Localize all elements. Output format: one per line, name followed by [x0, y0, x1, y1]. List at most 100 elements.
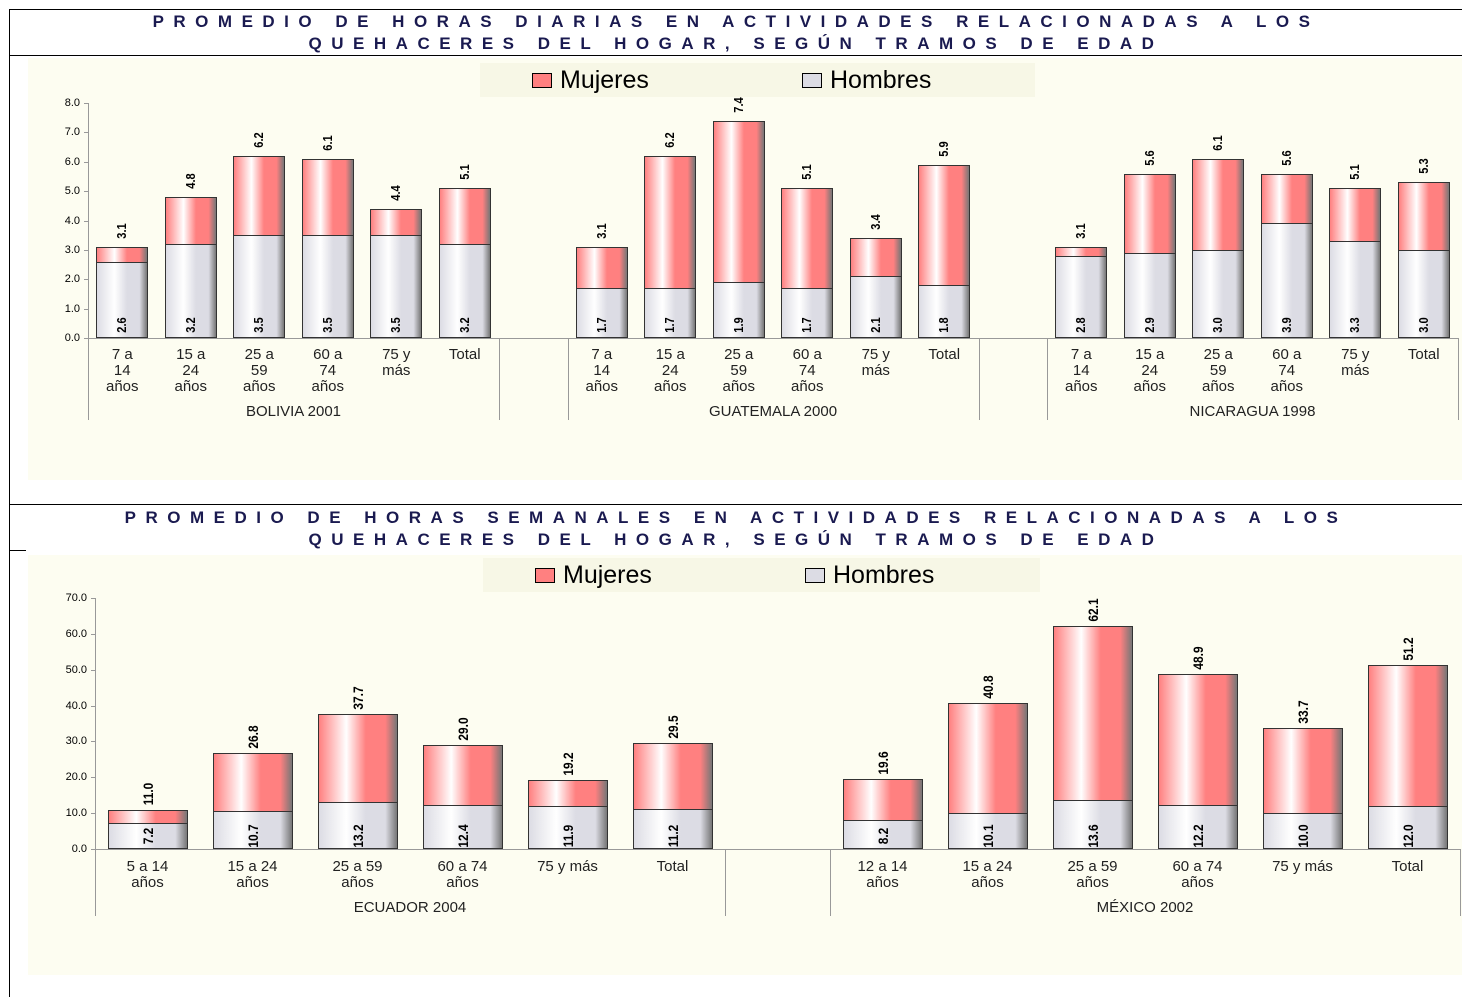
tick-mark	[84, 279, 88, 281]
x-tick-label: 25 a 59 años	[722, 346, 756, 395]
x-tick-label: 60 a 74 años	[437, 858, 488, 891]
tick-mark	[84, 338, 88, 339]
value-label: 40.8	[979, 675, 996, 699]
chart-title: PROMEDIO DE HORAS SEMANALES EN ACTIVIDAD…	[124, 508, 1348, 549]
x-tick-label: 7 a 14 años	[105, 346, 139, 395]
y-tick-label: 0.0	[64, 332, 80, 344]
y-tick-label: 2.0	[64, 273, 80, 286]
value-label: 12.2	[1189, 824, 1206, 848]
x-tick-label: 60 a 74 años	[311, 346, 345, 395]
group-label: NICARAGUA 1998	[1189, 403, 1316, 420]
bar	[1367, 805, 1448, 849]
bar	[1192, 249, 1245, 338]
bar	[575, 288, 628, 338]
tick-mark	[91, 777, 95, 779]
value-label: 33.7	[1294, 700, 1311, 724]
group-separator	[95, 849, 96, 916]
x-tick-label: 75 y más	[861, 346, 890, 379]
x-tick-label: 60 a 74 años	[1172, 858, 1223, 891]
y-tick-label: 4.0	[64, 214, 80, 227]
value-label: 5.1	[456, 164, 472, 180]
value-label: 48.9	[1189, 646, 1206, 670]
value-label: 11.0	[139, 782, 156, 805]
x-tick-label: 12 a 14 años	[857, 858, 908, 891]
x-tick-label: 25 a 59 años	[242, 346, 276, 395]
x-tick-label: 25 a 59 años	[1201, 346, 1235, 395]
y-tick-label: 50.0	[65, 663, 87, 676]
value-label: 4.8	[182, 173, 198, 189]
group-label: MÉXICO 2002	[1096, 899, 1194, 916]
value-label: 6.1	[319, 135, 335, 151]
y-tick-label: 7.0	[64, 126, 80, 139]
tick-mark	[91, 741, 95, 743]
group-separator	[499, 338, 500, 420]
value-label: 5.9	[936, 141, 952, 157]
bar	[918, 285, 971, 338]
bar	[212, 810, 293, 849]
bar	[233, 235, 286, 338]
bar	[842, 819, 923, 849]
legend-label: Mujeres	[560, 66, 649, 94]
bar	[1260, 223, 1313, 338]
x-tick-label: 75 y más	[382, 346, 411, 379]
y-tick-label: 70.0	[65, 592, 87, 604]
value-label: 19.2	[559, 752, 576, 776]
group-separator	[1458, 338, 1459, 420]
tick-mark	[84, 191, 88, 193]
y-tick-label: 40.0	[65, 699, 87, 712]
value-label: 3.1	[593, 223, 609, 239]
value-label: 26.8	[244, 725, 261, 749]
x-axis	[95, 849, 1460, 850]
value-label: 1.9	[730, 317, 746, 333]
tick-mark	[91, 669, 95, 671]
bar	[781, 288, 834, 338]
tick-mark	[84, 161, 88, 163]
x-tick-label: 15 a 24 años	[174, 346, 208, 395]
bar	[1262, 813, 1343, 849]
value-label: 7.4	[730, 96, 746, 113]
border-line	[10, 550, 26, 551]
tick-mark	[91, 633, 95, 635]
tick-mark	[84, 249, 88, 251]
value-label: 3.5	[319, 317, 335, 333]
value-label: 13.6	[1084, 824, 1101, 848]
x-tick-label: Total	[1391, 858, 1424, 875]
y-tick-label: 60.0	[65, 627, 87, 640]
value-label: 3.3	[1347, 317, 1363, 333]
x-axis	[88, 338, 1458, 339]
value-label: 4.4	[388, 185, 404, 201]
value-label: 2.6	[114, 317, 130, 333]
bar	[317, 801, 398, 849]
y-tick-label: 20.0	[65, 771, 87, 784]
legend-label: Mujeres	[563, 561, 652, 589]
group-label: ECUADOR 2004	[353, 899, 467, 916]
bar	[301, 235, 354, 338]
x-tick-label: 75 y más	[1272, 858, 1333, 875]
value-label: 13.2	[349, 824, 366, 848]
value-label: 29.5	[664, 715, 681, 739]
x-tick-label: 60 a 74 años	[790, 346, 824, 395]
bar	[164, 244, 217, 338]
x-tick-label: 25 a 59 años	[1067, 858, 1118, 891]
border-line	[10, 55, 1462, 56]
bar	[370, 235, 423, 338]
bar	[1052, 800, 1133, 849]
group-separator	[567, 338, 569, 420]
value-label: 3.5	[388, 317, 404, 333]
value-label: 5.3	[1415, 158, 1431, 175]
y-axis	[88, 103, 89, 338]
y-tick-label: 5.0	[64, 185, 80, 198]
value-label: 12.4	[454, 824, 471, 848]
value-label: 3.9	[1278, 317, 1294, 333]
x-tick-label: 5 a 14 años	[126, 858, 169, 891]
x-tick-label: 15 a 24 años	[653, 346, 687, 395]
value-label: 62.1	[1084, 598, 1101, 622]
bar	[527, 806, 608, 849]
bar	[712, 282, 765, 338]
x-tick-label: Total	[448, 346, 481, 363]
bar	[632, 808, 713, 849]
value-label: 10.1	[979, 824, 996, 848]
x-tick-label: 7 a 14 años	[1064, 346, 1098, 395]
y-tick-label: 3.0	[64, 243, 80, 256]
